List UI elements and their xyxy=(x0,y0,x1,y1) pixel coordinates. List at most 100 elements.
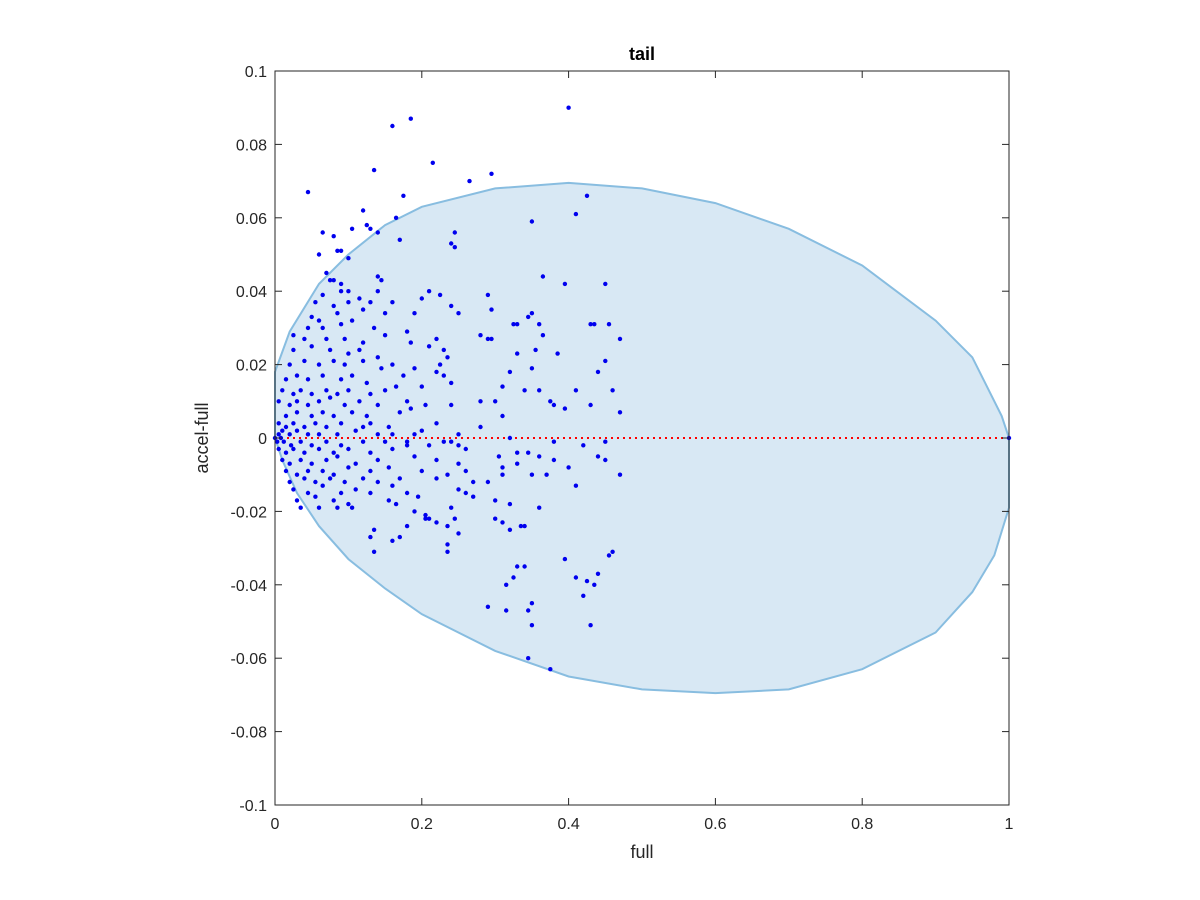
data-point xyxy=(430,160,435,165)
data-point xyxy=(390,538,395,543)
data-point xyxy=(281,439,286,444)
data-point xyxy=(360,476,366,481)
data-point xyxy=(566,105,571,110)
data-point xyxy=(302,424,307,430)
data-point xyxy=(298,505,303,510)
data-point xyxy=(309,443,314,448)
data-point xyxy=(309,314,314,320)
data-point xyxy=(581,593,586,598)
data-point xyxy=(544,472,549,477)
data-point xyxy=(404,329,410,334)
data-point xyxy=(288,443,294,448)
data-point xyxy=(316,399,322,404)
data-point xyxy=(408,406,413,411)
data-point xyxy=(449,303,454,309)
data-point xyxy=(393,501,399,507)
data-point xyxy=(349,505,355,510)
data-point xyxy=(434,476,439,481)
data-point xyxy=(478,399,483,404)
data-point xyxy=(291,391,296,397)
data-point xyxy=(489,171,494,176)
data-point xyxy=(335,454,340,459)
data-point xyxy=(485,336,491,342)
data-point xyxy=(467,178,472,184)
data-point xyxy=(357,296,362,301)
y-tick-label: 0.02 xyxy=(236,358,267,375)
data-point xyxy=(331,450,336,455)
data-point xyxy=(603,281,608,287)
data-point xyxy=(456,531,461,536)
data-point xyxy=(515,322,520,327)
data-point xyxy=(500,520,505,525)
data-point xyxy=(324,457,329,463)
data-point xyxy=(456,487,461,492)
data-point xyxy=(408,116,413,121)
y-tick-label: -0.02 xyxy=(231,504,268,521)
data-point xyxy=(331,234,336,239)
data-point xyxy=(515,450,520,455)
data-point xyxy=(360,208,366,213)
data-point xyxy=(368,421,373,426)
data-point xyxy=(294,472,300,477)
data-point xyxy=(617,410,623,415)
data-point xyxy=(419,468,424,474)
data-point xyxy=(331,413,336,419)
data-point xyxy=(316,252,322,257)
data-point xyxy=(412,366,417,371)
data-point xyxy=(423,512,428,518)
data-point xyxy=(335,311,340,316)
data-point xyxy=(493,399,498,404)
y-axis-label: accel-full xyxy=(192,402,212,473)
data-point xyxy=(298,388,303,393)
data-point xyxy=(305,432,311,437)
data-point xyxy=(276,399,281,404)
data-point xyxy=(375,479,380,485)
data-point xyxy=(511,322,516,327)
data-point xyxy=(320,292,325,298)
data-point xyxy=(537,322,542,327)
y-tick-label: -0.08 xyxy=(231,725,268,742)
data-point xyxy=(592,582,597,587)
data-point xyxy=(584,193,590,198)
data-point xyxy=(548,399,553,404)
data-point xyxy=(449,439,454,444)
data-point xyxy=(360,424,366,430)
data-point xyxy=(485,604,491,609)
data-point xyxy=(353,461,358,466)
data-point xyxy=(493,498,498,503)
data-point xyxy=(298,457,303,463)
data-point xyxy=(404,399,410,404)
data-point xyxy=(603,439,608,444)
data-point xyxy=(595,369,601,375)
data-point xyxy=(375,274,380,279)
data-point xyxy=(404,443,410,448)
y-tick-label: -0.04 xyxy=(231,578,268,595)
data-point xyxy=(360,439,366,444)
data-point xyxy=(408,340,413,345)
data-point xyxy=(382,388,388,393)
data-point xyxy=(419,296,424,301)
data-point xyxy=(404,523,410,529)
data-point xyxy=(390,432,395,437)
data-point xyxy=(342,336,347,342)
data-point xyxy=(617,336,623,342)
data-point xyxy=(511,575,516,580)
data-point xyxy=(441,373,446,378)
data-point xyxy=(588,322,593,327)
data-point xyxy=(588,402,593,408)
data-point xyxy=(449,380,454,386)
data-point xyxy=(518,523,524,529)
data-point xyxy=(456,443,461,448)
data-point xyxy=(529,623,535,628)
data-point xyxy=(537,505,542,510)
data-point xyxy=(504,608,509,613)
data-point xyxy=(287,432,292,437)
data-point xyxy=(456,432,461,437)
data-point xyxy=(320,325,325,331)
data-point xyxy=(305,377,311,382)
y-tick-label: 0.04 xyxy=(236,284,267,301)
data-point xyxy=(522,388,527,393)
y-tick-label: 0.06 xyxy=(236,211,267,228)
data-point xyxy=(335,391,340,397)
data-point xyxy=(331,472,336,477)
